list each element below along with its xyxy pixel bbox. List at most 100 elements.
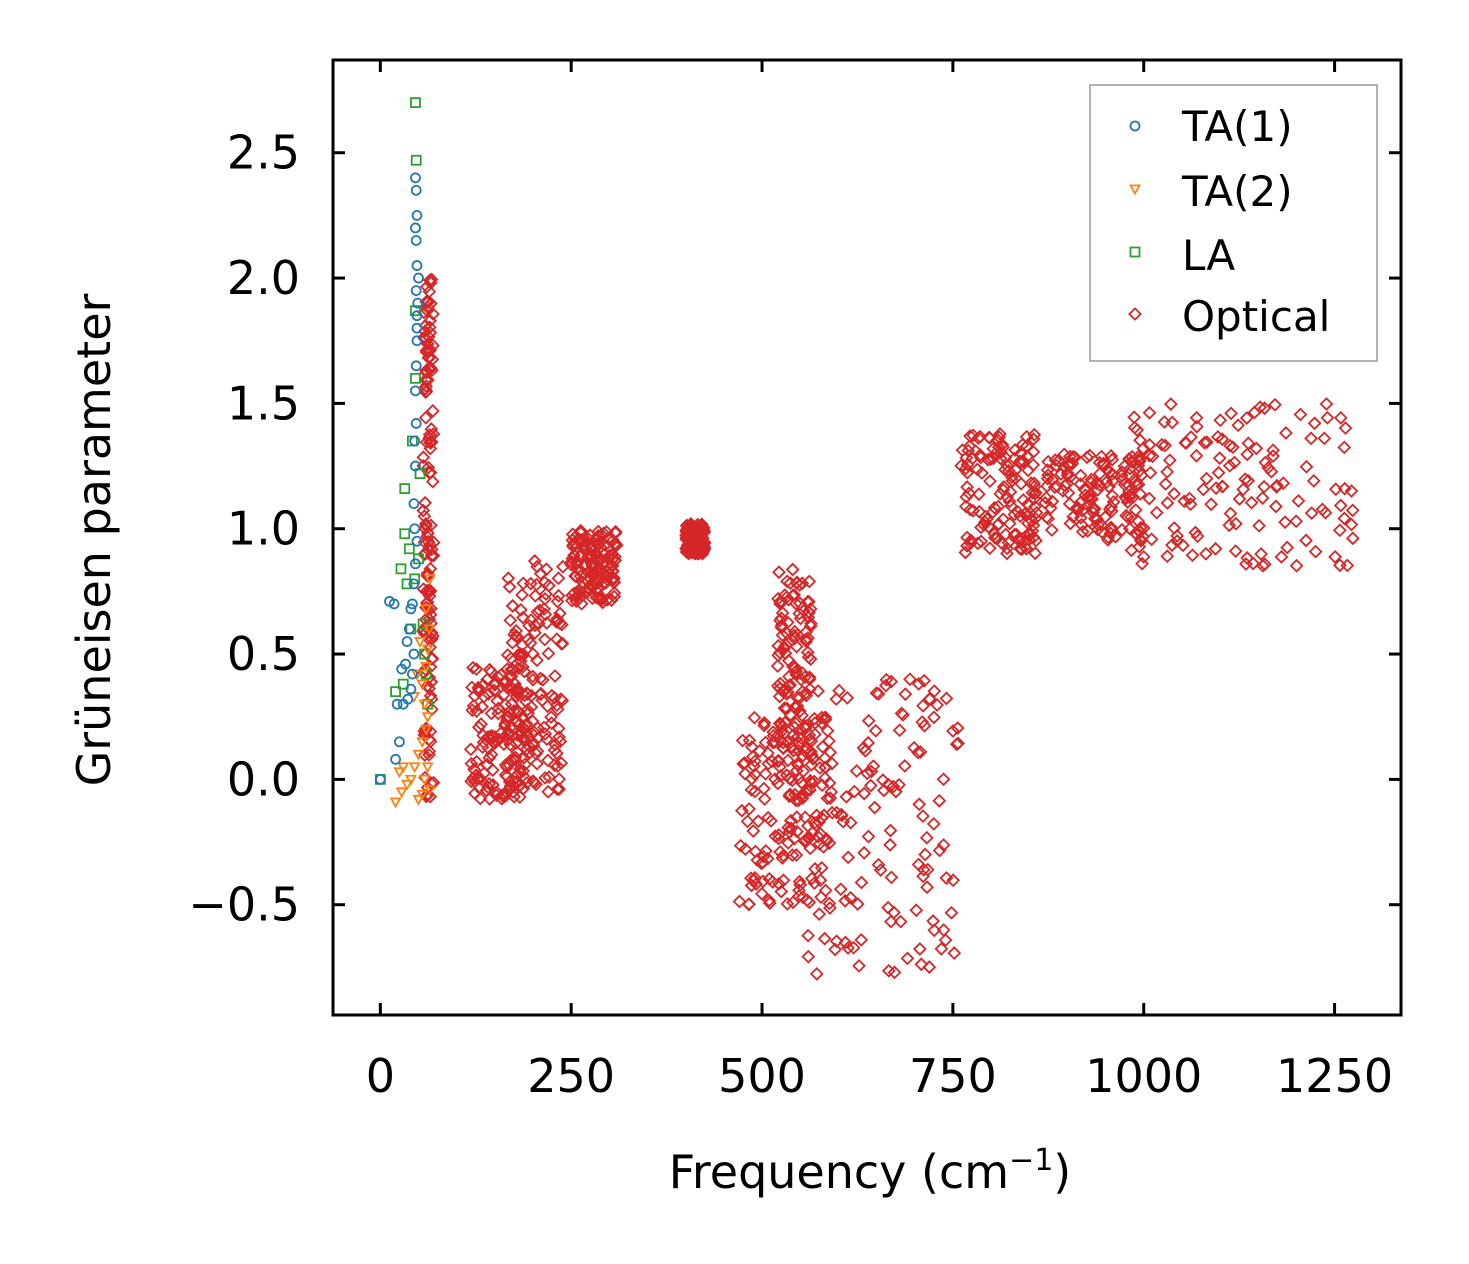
point-optical bbox=[903, 672, 917, 687]
point-ta2 bbox=[423, 574, 436, 586]
point-optical bbox=[422, 320, 437, 335]
point-optical bbox=[1328, 482, 1343, 497]
point-ta2 bbox=[416, 789, 429, 801]
point-optical bbox=[1338, 421, 1353, 436]
point-optical bbox=[467, 689, 482, 703]
point-optical bbox=[1122, 452, 1136, 466]
point-optical bbox=[1041, 511, 1056, 526]
point-optical bbox=[1128, 474, 1143, 489]
point-optical bbox=[1019, 506, 1033, 520]
point-optical bbox=[799, 634, 814, 649]
point-optical bbox=[507, 703, 521, 718]
point-optical bbox=[828, 942, 843, 957]
point-optical bbox=[1000, 546, 1014, 561]
point-ta1 bbox=[412, 297, 424, 309]
point-optical bbox=[573, 525, 588, 540]
point-optical bbox=[416, 582, 431, 597]
legend-label-la: LA bbox=[1182, 231, 1235, 280]
point-optical bbox=[1028, 546, 1043, 561]
point-ta2 bbox=[389, 797, 402, 809]
point-optical bbox=[861, 829, 876, 844]
point-optical bbox=[418, 410, 433, 425]
point-ta1 bbox=[409, 523, 421, 535]
point-optical bbox=[1131, 477, 1146, 492]
point-optical bbox=[490, 694, 505, 708]
point-optical bbox=[1144, 532, 1159, 547]
point-optical bbox=[823, 901, 837, 915]
point-optical bbox=[864, 764, 879, 779]
point-optical bbox=[915, 715, 930, 729]
point-optical bbox=[1225, 440, 1240, 455]
point-optical bbox=[1332, 523, 1347, 538]
point-optical bbox=[1136, 549, 1151, 564]
point-optical bbox=[550, 759, 565, 773]
point-optical bbox=[473, 771, 488, 786]
point-optical bbox=[496, 737, 511, 752]
point-optical bbox=[799, 624, 814, 639]
point-optical bbox=[537, 602, 551, 616]
point-ta2 bbox=[393, 767, 406, 779]
point-optical bbox=[1160, 549, 1175, 564]
point-optical bbox=[1044, 523, 1059, 537]
point-optical bbox=[780, 735, 795, 750]
point-optical bbox=[681, 521, 695, 536]
point-optical bbox=[1049, 458, 1064, 473]
point-optical bbox=[887, 905, 901, 920]
point-optical bbox=[1215, 432, 1230, 447]
point-optical bbox=[755, 886, 769, 901]
point-optical bbox=[1133, 433, 1147, 448]
point-optical bbox=[879, 678, 893, 693]
point-optical bbox=[774, 618, 789, 633]
point-optical bbox=[792, 736, 806, 751]
point-optical bbox=[887, 965, 902, 980]
point-ta1 bbox=[411, 322, 423, 334]
point-optical bbox=[1122, 490, 1137, 505]
point-optical bbox=[804, 871, 819, 886]
point-optical bbox=[959, 490, 974, 504]
point-ta2 bbox=[420, 604, 433, 616]
point-optical bbox=[822, 776, 837, 790]
point-optical bbox=[419, 345, 434, 359]
point-optical bbox=[1142, 405, 1157, 420]
point-optical bbox=[1142, 491, 1157, 506]
point-optical bbox=[424, 429, 439, 443]
point-optical bbox=[916, 862, 931, 877]
point-optical bbox=[1002, 494, 1017, 509]
point-optical bbox=[505, 599, 520, 613]
point-optical bbox=[829, 934, 844, 949]
point-optical bbox=[467, 774, 482, 789]
point-optical bbox=[1268, 397, 1282, 412]
point-optical bbox=[421, 534, 436, 549]
point-optical bbox=[424, 549, 439, 563]
point-optical bbox=[738, 766, 753, 781]
point-optical bbox=[1254, 547, 1269, 561]
point-optical bbox=[932, 843, 947, 858]
point-optical bbox=[502, 705, 516, 719]
point-la bbox=[414, 468, 426, 479]
point-optical bbox=[423, 275, 438, 290]
point-optical bbox=[1077, 482, 1092, 497]
point-optical bbox=[1337, 440, 1352, 455]
point-optical bbox=[1002, 516, 1017, 531]
point-optical bbox=[555, 693, 570, 708]
point-optical bbox=[584, 548, 599, 562]
point-optical bbox=[601, 531, 616, 546]
point-optical bbox=[419, 279, 434, 294]
x-tick-label: 500 bbox=[718, 1049, 806, 1103]
x-axis-title: Frequency (cm−1) bbox=[669, 1143, 1072, 1199]
y-tick-label: 2.0 bbox=[227, 251, 300, 305]
point-optical bbox=[774, 611, 789, 626]
point-optical bbox=[1241, 436, 1256, 451]
point-optical bbox=[1019, 439, 1034, 454]
point-optical bbox=[808, 862, 822, 876]
point-optical bbox=[1145, 449, 1160, 464]
point-optical bbox=[993, 451, 1008, 466]
point-optical bbox=[820, 723, 835, 738]
point-optical bbox=[1304, 431, 1318, 446]
point-optical bbox=[1268, 499, 1283, 514]
point-optical bbox=[1008, 463, 1023, 477]
point-optical bbox=[526, 647, 540, 661]
point-optical bbox=[1115, 522, 1129, 537]
point-optical bbox=[991, 517, 1006, 531]
point-optical bbox=[866, 759, 881, 773]
